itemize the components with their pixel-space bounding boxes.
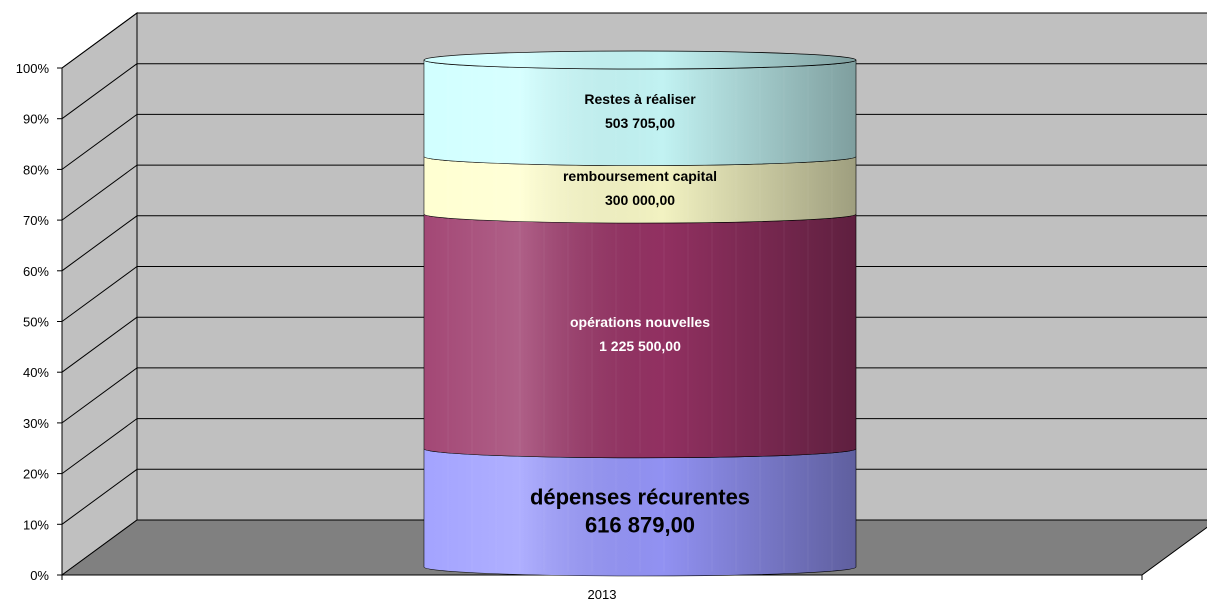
gridline — [61, 367, 138, 424]
x-axis: 2013 — [61, 574, 1143, 602]
bar-segment — [423, 448, 857, 577]
y-tick-label: 100% — [16, 61, 50, 76]
gridline — [61, 63, 138, 120]
y-tick-label: 0% — [30, 568, 49, 583]
y-tick-label: 50% — [23, 315, 49, 330]
segment-name-label: opérations nouvelles — [570, 314, 710, 330]
bar-stack: dépenses récurentes 616 879,00 opérations … — [423, 50, 857, 577]
gridline — [61, 266, 138, 322]
bar-segment — [423, 213, 857, 459]
y-tick-label: 10% — [23, 517, 49, 532]
segment-value-label: 503 705,00 — [605, 115, 675, 131]
gridline — [61, 418, 138, 475]
y-tick-label: 70% — [23, 213, 49, 228]
bar-segment — [423, 59, 857, 166]
y-axis: 0% 10% 20% 30% 40% 50% 60% 70% 80% 90% 100% — [16, 61, 63, 583]
y-tick-label: 20% — [23, 467, 49, 482]
y-tick-label: 40% — [23, 365, 49, 380]
segment-value-label: 616 879,00 — [585, 512, 695, 537]
segment-value-label: 1 225 500,00 — [599, 338, 681, 354]
cylinder-top-cap — [423, 50, 857, 70]
segment-name-label: remboursement capital — [563, 168, 717, 184]
y-tick-label: 30% — [23, 416, 49, 431]
gridline — [61, 113, 138, 170]
y-tick-label: 60% — [23, 264, 49, 279]
gridline — [61, 215, 138, 272]
gridline — [61, 468, 138, 525]
y-tick-label: 90% — [23, 112, 49, 127]
x-tick-label: 2013 — [588, 587, 617, 602]
segment-value-label: 300 000,00 — [605, 192, 675, 208]
y-tick-label: 80% — [23, 162, 49, 177]
segment-name-label: Restes à réaliser — [584, 91, 696, 107]
gridline — [61, 316, 138, 373]
bar-segment — [423, 156, 857, 224]
gridline — [61, 12, 138, 69]
segment-name-label: dépenses récurentes — [530, 484, 750, 509]
gridline — [61, 164, 138, 221]
